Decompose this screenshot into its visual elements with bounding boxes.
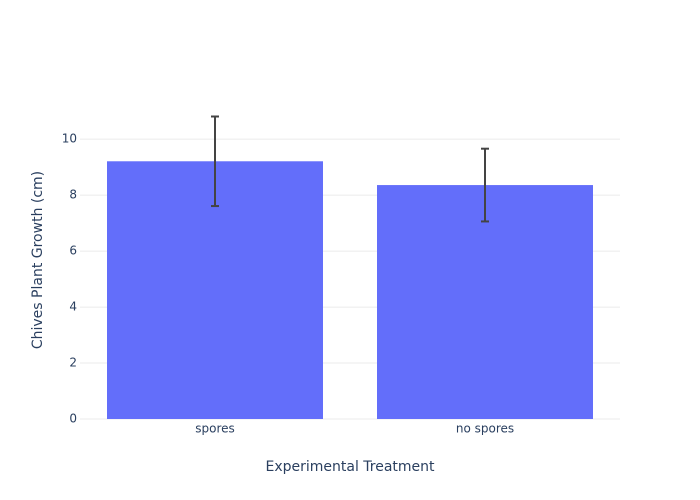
y-tick-label: 2 — [69, 356, 77, 370]
y-tick-label: 10 — [62, 132, 77, 146]
y-tick-label: 0 — [69, 412, 77, 426]
x-axis-title: Experimental Treatment — [265, 459, 435, 475]
y-tick-label: 8 — [69, 188, 77, 202]
y-tick-label: 6 — [69, 244, 77, 258]
error-bar — [211, 115, 219, 208]
error-bar — [481, 147, 489, 223]
x-tick-label: no spores — [456, 422, 514, 436]
y-axis-title: Chives Plant Growth (cm) — [30, 171, 46, 349]
bar — [377, 185, 593, 419]
y-tick-label: 4 — [69, 300, 77, 314]
x-tick-label: spores — [195, 422, 235, 436]
